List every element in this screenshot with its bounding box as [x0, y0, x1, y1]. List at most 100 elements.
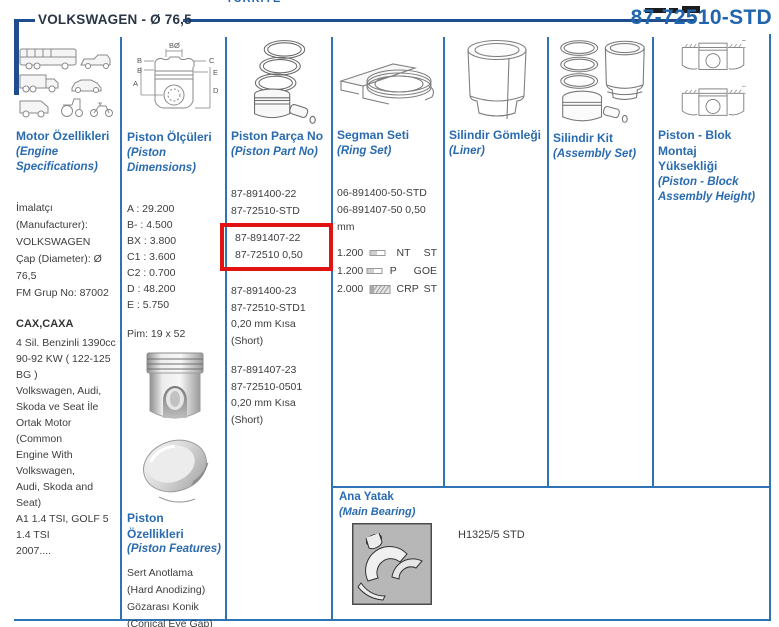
engine-code: CAX,CAXA	[16, 317, 74, 330]
block-height-diagram	[681, 40, 746, 116]
part-number: 87-72510 0,50	[235, 249, 303, 261]
ring-row: 1.200 P GOE	[337, 262, 441, 280]
part-number: 87-891407-23	[231, 364, 297, 376]
right-border	[769, 34, 771, 620]
ring-profile-icon	[366, 266, 390, 276]
ring-std: ST	[423, 282, 438, 295]
dimension-row: C1 : 3.600	[127, 250, 176, 263]
dimension-row: A : 29.200	[127, 202, 175, 215]
piston-features-title: Piston Özellikleri	[127, 511, 184, 541]
engine-line: 4 Sil. Benzinli 1390cc	[16, 337, 116, 349]
piston-rings-illustration	[253, 40, 316, 124]
piston-dimensions-title: Piston Ölçüleri	[127, 130, 212, 144]
top-right-logo-fragment	[645, 0, 703, 18]
engine-line: 2007....	[16, 545, 52, 557]
feature-line: Sert Anotlama	[127, 566, 193, 579]
ring-type: NT	[396, 246, 411, 259]
feature-line: Gözarası Konik	[127, 600, 199, 613]
divider-col5-col6	[547, 37, 549, 486]
ring-set-code: 06-891407-50 0,50 mm	[337, 204, 426, 233]
ring-set-box-illustration	[338, 63, 435, 105]
engine-line: FM Grup No: 87002	[16, 286, 109, 299]
column-block-height: Piston - Blok Montaj Yüksekliği (Piston …	[658, 37, 768, 206]
column-ring-set: Segman Seti (Ring Set) 06-891400-50-STD …	[337, 37, 441, 298]
ring-std: GOE	[413, 264, 437, 277]
dimension-row: E : 5.750	[127, 298, 170, 311]
dim-label-d: D	[213, 86, 219, 95]
highlighted-part-group: 87-891407-22 87-72510 0,50	[220, 223, 333, 271]
divider-col1-col2	[120, 37, 122, 620]
part-group-4: 87-891407-23 87-72510-0501 0,20 mm Kısa …	[231, 362, 329, 428]
engine-specs-subtitle: (Engine Specifications)	[16, 145, 98, 174]
main-bearing-row: H1325/5 STD	[352, 523, 769, 605]
engine-line: İmalatçı (Manufacturer):	[16, 201, 88, 231]
ring-set-code: 06-891400-50-STD	[337, 187, 427, 199]
ring-profile-icon	[369, 284, 396, 295]
divider-col6-col7	[652, 37, 654, 486]
piston-features-list: Sert Anotlama (Hard Anodizing) Gözarası …	[127, 565, 223, 627]
ring-profile-icon	[369, 248, 396, 258]
column-liner: Silindir Gömleği (Liner)	[449, 37, 545, 159]
engine-line: Audi, Skoda and Seat)	[16, 481, 94, 509]
feature-line: (Conical Eye Gap)	[127, 617, 213, 627]
engine-specs-lines: İmalatçı (Manufacturer): VOLKSWAGEN Çap …	[16, 200, 118, 302]
block-height-subtitle-line2: Assembly Height)	[658, 191, 756, 203]
engine-line: Volkswagen, Audi,	[16, 385, 102, 397]
cylinder-kit-subtitle: (Assembly Set)	[553, 147, 637, 160]
engine-line: Ortak Motor (Common	[16, 417, 72, 445]
bottom-border	[14, 619, 771, 621]
pin-size: Pim: 19 x 52	[127, 327, 186, 340]
bearing-photo	[352, 523, 432, 605]
page-part-code: 87-72510-STD	[630, 6, 772, 29]
dimension-list: A : 29.200 B- : 4.500 BX : 3.800 C1 : 3.…	[127, 201, 223, 313]
column-piston-dimensions: BØ B B C E A D Piston Ölçüleri (Piston D…	[127, 37, 223, 627]
part-number: 87-891400-23	[231, 285, 297, 297]
liner-subtitle: (Liner)	[449, 144, 485, 157]
engine-description: 4 Sil. Benzinli 1390cc 90-92 KW ( 122-12…	[16, 335, 118, 559]
ring-size: 2.000	[337, 282, 364, 295]
ring-set-codes: 06-891400-50-STD 06-891407-50 0,50 mm	[337, 185, 441, 236]
main-bearing-top-border	[331, 486, 771, 488]
engine-line: A1 1.4 TSI, GOLF 5 1.4 TSI	[16, 513, 109, 541]
ring-set-subtitle: (Ring Set)	[337, 144, 392, 157]
feature-line: (Hard Anodizing)	[127, 583, 206, 596]
ring-type: CRP	[396, 282, 419, 295]
main-bearing-subtitle: (Main Bearing)	[339, 506, 416, 518]
cylinder-kit-title: Silindir Kit	[553, 131, 613, 145]
dim-label-b2: B	[137, 66, 142, 75]
engine-specs-title: Motor Özellikleri	[16, 129, 110, 143]
ring-row: 1.200 NT ST	[337, 244, 441, 262]
dimension-row: B- : 4.500	[127, 218, 173, 231]
block-height-subtitle-line1: (Piston - Block	[658, 175, 739, 188]
ring-std: ST	[423, 246, 438, 259]
main-bearing-title: Ana Yatak	[339, 491, 394, 503]
block-height-title-line2: Yüksekliği	[658, 159, 718, 173]
piston-photo-front	[146, 352, 204, 419]
part-number: 87-72510-STD1	[231, 301, 306, 314]
part-number: 87-72510-0501	[231, 380, 303, 393]
engine-line: Skoda ve Seat İle	[16, 401, 99, 413]
main-bearing-section: Ana Yatak (Main Bearing) H1325/5 STD	[339, 490, 769, 605]
liner-title: Silindir Gömleği	[449, 128, 542, 142]
column-cylinder-kit: Silindir Kit (Assembly Set)	[553, 37, 650, 162]
main-bearing-code: H1325/5 STD	[458, 529, 525, 541]
assembly-kit-illustration	[560, 40, 645, 123]
part-number: 87-891400-22	[231, 188, 297, 200]
engine-line: Engine With Volkswagen,	[16, 449, 75, 477]
part-note: 0,20 mm Kısa (Short)	[231, 397, 296, 426]
engine-line: VOLKSWAGEN	[16, 235, 91, 248]
divider-col2-col3	[225, 37, 227, 620]
ring-table: 1.200 NT ST 1.200 P GOE 2.000	[337, 244, 441, 298]
dimension-row: C2 : 0.700	[127, 266, 176, 279]
ring-size: 1.200	[337, 264, 364, 277]
dim-label-bo: BØ	[169, 41, 180, 50]
part-number: 87-72510-STD	[231, 205, 300, 217]
engine-line: Çap (Diameter): Ø 76,5	[16, 252, 102, 282]
dimension-row: BX : 3.800	[127, 234, 177, 247]
brand-title: VOLKSWAGEN - Ø 76,5	[38, 12, 192, 27]
part-group-1: 87-891400-22 87-72510-STD	[231, 186, 329, 220]
block-height-title-line1: Piston - Blok Montaj	[658, 128, 732, 158]
piston-part-no-title: Piston Parça No	[231, 129, 324, 143]
piston-part-no-subtitle: (Piston Part No)	[231, 145, 318, 158]
